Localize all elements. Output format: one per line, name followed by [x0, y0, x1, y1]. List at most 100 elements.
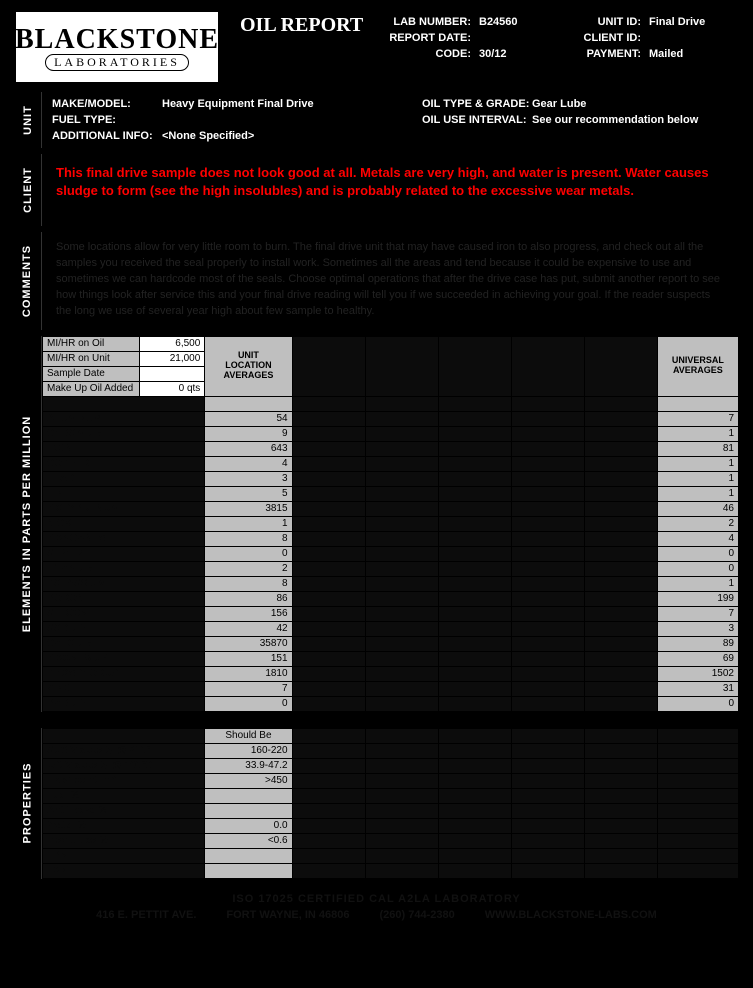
sample-header-value: 21,000 [140, 351, 205, 366]
footer-addr1: 416 E. PETTIT AVE. [96, 909, 196, 921]
property-row: Insolubles %<0.6 [43, 833, 739, 848]
universal-avg-value: 0 [657, 546, 738, 561]
ppm-row: POTASSIUM81 [43, 576, 739, 591]
property-row: Antifreeze % [43, 803, 739, 818]
unit-avg-value: 5 [205, 486, 292, 501]
payment: Mailed [649, 48, 739, 60]
universal-avg-value: 1 [657, 471, 738, 486]
property-label: TBN [43, 848, 205, 863]
property-range [205, 863, 292, 878]
ppm-row: LEAD31 [43, 471, 739, 486]
add-info-label: ADDITIONAL INFO: [52, 130, 162, 142]
element-label: POTASSIUM [43, 576, 205, 591]
property-range: <0.6 [205, 833, 292, 848]
unit-avg-value: 643 [205, 441, 292, 456]
element-label: SILVER [43, 546, 205, 561]
element-label: CALCIUM [43, 636, 205, 651]
sample-header-label: Make Up Oil Added [43, 381, 140, 396]
universal-avg-value: 2 [657, 516, 738, 531]
unit-avg-value: 35870 [205, 636, 292, 651]
universal-avg-value: 1 [657, 486, 738, 501]
unit-id-label: UNIT ID: [569, 16, 649, 28]
comments-text: Some locations allow for very little roo… [42, 232, 739, 330]
element-label: TIN [43, 486, 205, 501]
universal-avg-value: 0 [657, 696, 738, 711]
sample-header-value [140, 366, 205, 381]
ppm-row: CHROMIUM91 [43, 426, 739, 441]
ppm-row: NICKEL12 [43, 516, 739, 531]
property-label: Fuel % [43, 788, 205, 803]
footer-phone: (260) 744-2380 [380, 909, 455, 921]
lab-number: B24560 [479, 16, 569, 28]
make-model-label: MAKE/MODEL: [52, 98, 162, 110]
footer-iso: ISO 17025 CERTIFIED CAL A2LA LABORATORY [14, 893, 739, 905]
unit-avg-value: 8 [205, 576, 292, 591]
oil-use-label: OIL USE INTERVAL: [422, 114, 532, 126]
sample-header-value: 0 qts [140, 381, 205, 396]
logo: BLACKSTONE LABORATORIES [14, 10, 220, 84]
element-label: SILICON [43, 606, 205, 621]
property-row: Fuel % [43, 788, 739, 803]
property-range [205, 848, 292, 863]
lab-number-label: LAB NUMBER: [369, 16, 479, 28]
client-id [649, 32, 739, 44]
unit-location-avg-header: UNITLOCATIONAVERAGES [205, 336, 292, 396]
payment-label: PAYMENT: [569, 48, 649, 60]
property-label: Flashpoint in °F [43, 773, 205, 788]
logo-name: BLACKSTONE [15, 24, 219, 56]
universal-avg-value: 31 [657, 681, 738, 696]
property-label: Antifreeze % [43, 803, 205, 818]
ppm-row: COPPER41 [43, 456, 739, 471]
sample-header-label: Sample Date [43, 366, 140, 381]
ppm-table: MI/HR on Oil6,500UNITLOCATIONAVERAGESUNI… [42, 336, 739, 712]
ppm-row: ALUMINUM547 [43, 411, 739, 426]
report-date [479, 32, 569, 44]
sample-header-label: MI/HR on Oil [43, 336, 140, 351]
ppm-row: MOLYBDENUM381546 [43, 501, 739, 516]
property-label: SUS Viscosity @ 210°F [43, 743, 205, 758]
property-range: 160-220 [205, 743, 292, 758]
properties-section: PROPERTIES Should Be SUS Viscosity @ 210… [14, 728, 739, 879]
property-row: SUS Viscosity @ 210°F160-220 [43, 743, 739, 758]
client-section: CLIENT This final drive sample does not … [14, 154, 739, 226]
unit-avg-value: 86 [205, 591, 292, 606]
element-label: IRON [43, 441, 205, 456]
unit-avg-value: 3 [205, 471, 292, 486]
ppm-row: ZINC731 [43, 681, 739, 696]
universal-avg-value: 81 [657, 441, 738, 456]
property-label: Insolubles % [43, 833, 205, 848]
element-label: MOLYBDENUM [43, 501, 205, 516]
property-range: >450 [205, 773, 292, 788]
property-row: Flashpoint in °F>450 [43, 773, 739, 788]
element-label: NICKEL [43, 516, 205, 531]
unit-avg-value: 3815 [205, 501, 292, 516]
property-row: cSt Viscosity @ 100°C33.9-47.2 [43, 758, 739, 773]
unit-id: Final Drive [649, 16, 739, 28]
unit-tab: UNIT [14, 92, 42, 148]
universal-avg-value: 89 [657, 636, 738, 651]
element-label: PHOSPHORUS [43, 666, 205, 681]
client-tab: CLIENT [14, 154, 42, 226]
universal-avg-value: 1502 [657, 666, 738, 681]
unit-avg-value: 9 [205, 426, 292, 441]
element-label: BARIUM [43, 696, 205, 711]
ppm-row: SILICON1567 [43, 606, 739, 621]
ppm-row: BARIUM00 [43, 696, 739, 711]
logo-sub: LABORATORIES [45, 54, 189, 71]
sample-header-label: MI/HR on Unit [43, 351, 140, 366]
header-meta: LAB NUMBER: B24560 UNIT ID: Final Drive … [369, 16, 739, 60]
element-label: SODIUM [43, 621, 205, 636]
code: 30/12 [479, 48, 569, 60]
unit-avg-value: 2 [205, 561, 292, 576]
report-title: OIL REPORT [240, 14, 369, 37]
fuel-type-label: FUEL TYPE: [52, 114, 162, 126]
properties-tab: PROPERTIES [14, 728, 42, 879]
footer-site: WWW.BLACKSTONE-LABS.COM [485, 909, 657, 921]
property-label: Water % [43, 818, 205, 833]
report-footer: ISO 17025 CERTIFIED CAL A2LA LABORATORY … [14, 893, 739, 921]
element-label: CHROMIUM [43, 426, 205, 441]
unit-avg-value: 0 [205, 546, 292, 561]
universal-avg-value: 69 [657, 651, 738, 666]
fuel-type [162, 114, 422, 126]
ppm-tab: ELEMENTS IN PARTS PER MILLION [14, 336, 42, 712]
